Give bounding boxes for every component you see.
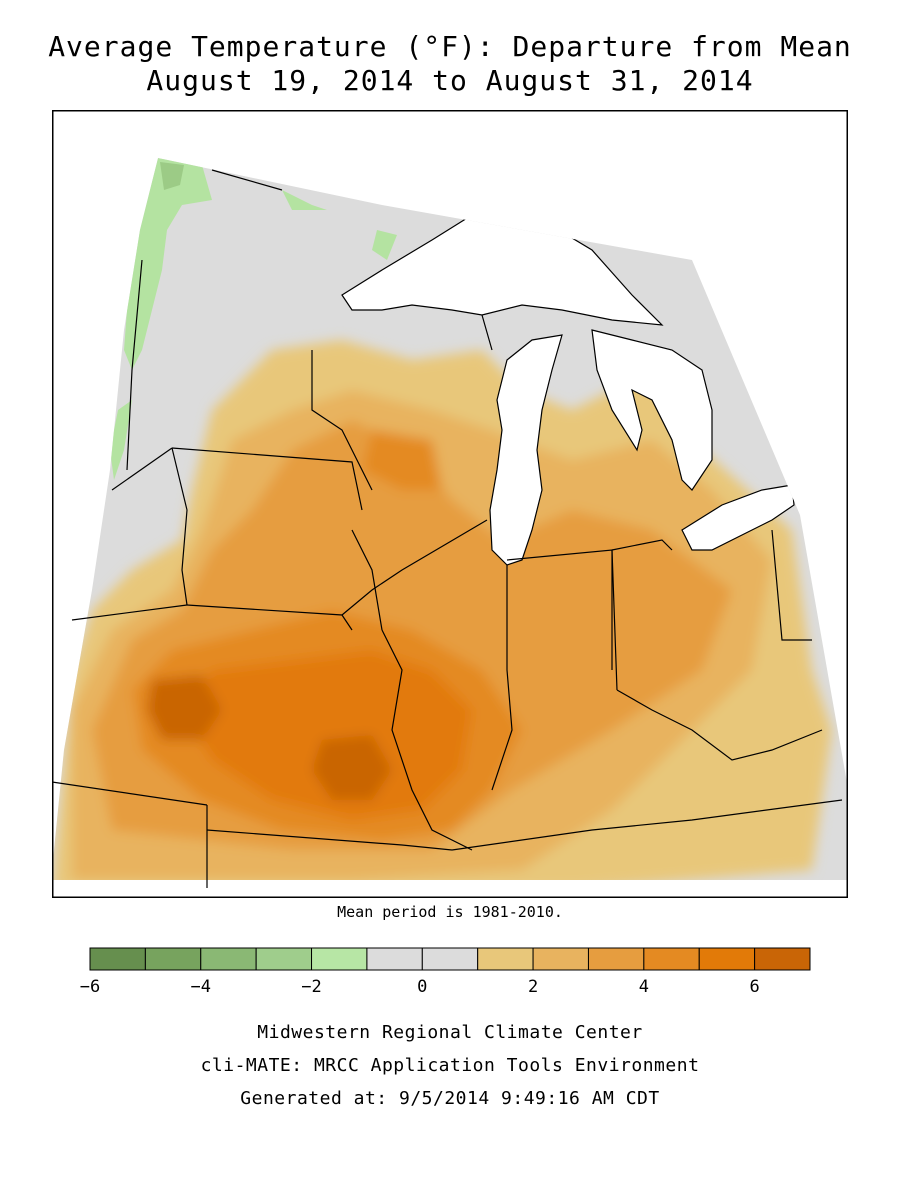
legend-bin-6 (421, 947, 479, 971)
legend-bin-5 (366, 947, 423, 971)
legend-tick-label: 4 (639, 977, 649, 997)
map-title: Average Temperature (°F): Departure from… (48, 30, 852, 63)
map-date-range: August 19, 2014 to August 31, 2014 (146, 64, 754, 97)
legend-bin-2 (200, 947, 257, 971)
legend-bin-9 (587, 947, 645, 971)
legend-tick-label: −6 (80, 977, 100, 997)
legend-tick-label: 6 (749, 977, 759, 997)
great-lakes (341, 189, 795, 566)
lake-michigan (489, 334, 563, 566)
legend-tick-label: −4 (191, 977, 211, 997)
footer-generated-time: Generated at: 9/5/2014 9:49:16 AM CDT (240, 1088, 660, 1109)
legend-ticks: −6 −4 −2 0 2 4 6 (80, 977, 760, 997)
lake-huron (591, 329, 713, 491)
legend-bin-3 (255, 947, 313, 971)
legend-bin-4 (311, 947, 368, 971)
legend-bin-0 (89, 947, 146, 971)
color-scale-legend: −6 −4 −2 0 2 4 6 (80, 947, 811, 997)
lake-erie (681, 484, 795, 551)
legend-bin-7 (477, 947, 534, 971)
legend-bin-12 (754, 947, 811, 971)
legend-bin-11 (698, 947, 756, 971)
legend-bin-8 (532, 947, 589, 971)
state-boundaries (52, 169, 843, 888)
map-border (52, 110, 848, 898)
legend-bin-1 (144, 947, 202, 971)
mean-period-note: Mean period is 1981-2010. (337, 903, 563, 921)
legend-bin-10 (643, 947, 700, 971)
legend-bins (89, 947, 811, 971)
footer-organization: Midwestern Regional Climate Center (257, 1022, 643, 1043)
footer-application: cli-MATE: MRCC Application Tools Environ… (200, 1055, 700, 1076)
legend-tick-label: −2 (301, 977, 321, 997)
temperature-departure-map (52, 110, 848, 898)
negative-anomaly-areas (110, 158, 397, 480)
legend-tick-label: 0 (417, 977, 427, 997)
legend-tick-label: 2 (528, 977, 538, 997)
positive-anomaly-areas (52, 340, 832, 880)
